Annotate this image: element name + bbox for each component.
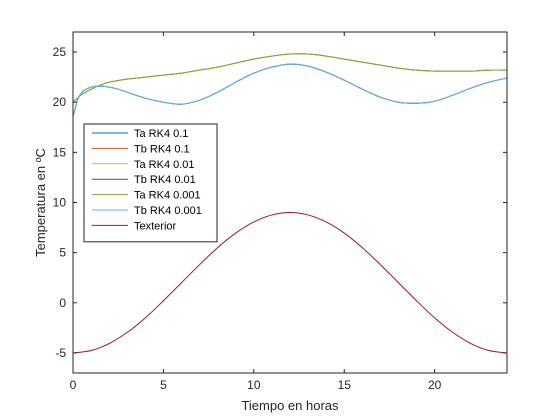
legend: Ta RK4 0.1 Tb RK4 0.1 Ta RK4 0.01 Tb RK4 0.…: [83, 123, 218, 243]
x-tick-label: 5: [160, 378, 167, 392]
series-line-5: [72, 53, 508, 103]
y-axis-label: Temperatura en ºC: [33, 148, 48, 257]
y-tick-label: 20: [53, 95, 67, 109]
x-tick-label: 0: [70, 378, 77, 392]
legend-entry: Texterior: [134, 220, 177, 232]
x-tick-label: 20: [428, 378, 442, 392]
legend-entry: Ta RK4 0.001: [134, 190, 201, 202]
x-tick-label: 15: [338, 378, 352, 392]
series-line-6: [72, 63, 508, 117]
legend-entry: Tb RK4 0.1: [134, 143, 190, 155]
legend-entry: Ta RK4 0.1: [134, 128, 188, 140]
y-tick-label: 15: [53, 145, 67, 159]
legend-box: [83, 123, 218, 243]
x-axis-label: Tiempo en horas: [241, 398, 339, 413]
y-tick-label: 0: [59, 296, 66, 310]
axes-layer: 0 5 10 15 20 -5 0 5 10 15 20 25: [53, 31, 508, 392]
y-tick-label: 10: [53, 196, 67, 210]
legend-entry: Tb RK4 0.01: [134, 174, 196, 186]
series-layer: [72, 53, 508, 354]
legend-entry: Tb RK4 0.001: [134, 205, 202, 217]
x-tick-label: 10: [247, 378, 261, 392]
legend-entry: Ta RK4 0.01: [134, 159, 195, 171]
y-tick-label: 25: [53, 45, 67, 59]
y-tick-label: 5: [59, 246, 66, 260]
y-tick-label: -5: [55, 346, 66, 360]
series-line-7: [72, 212, 508, 354]
